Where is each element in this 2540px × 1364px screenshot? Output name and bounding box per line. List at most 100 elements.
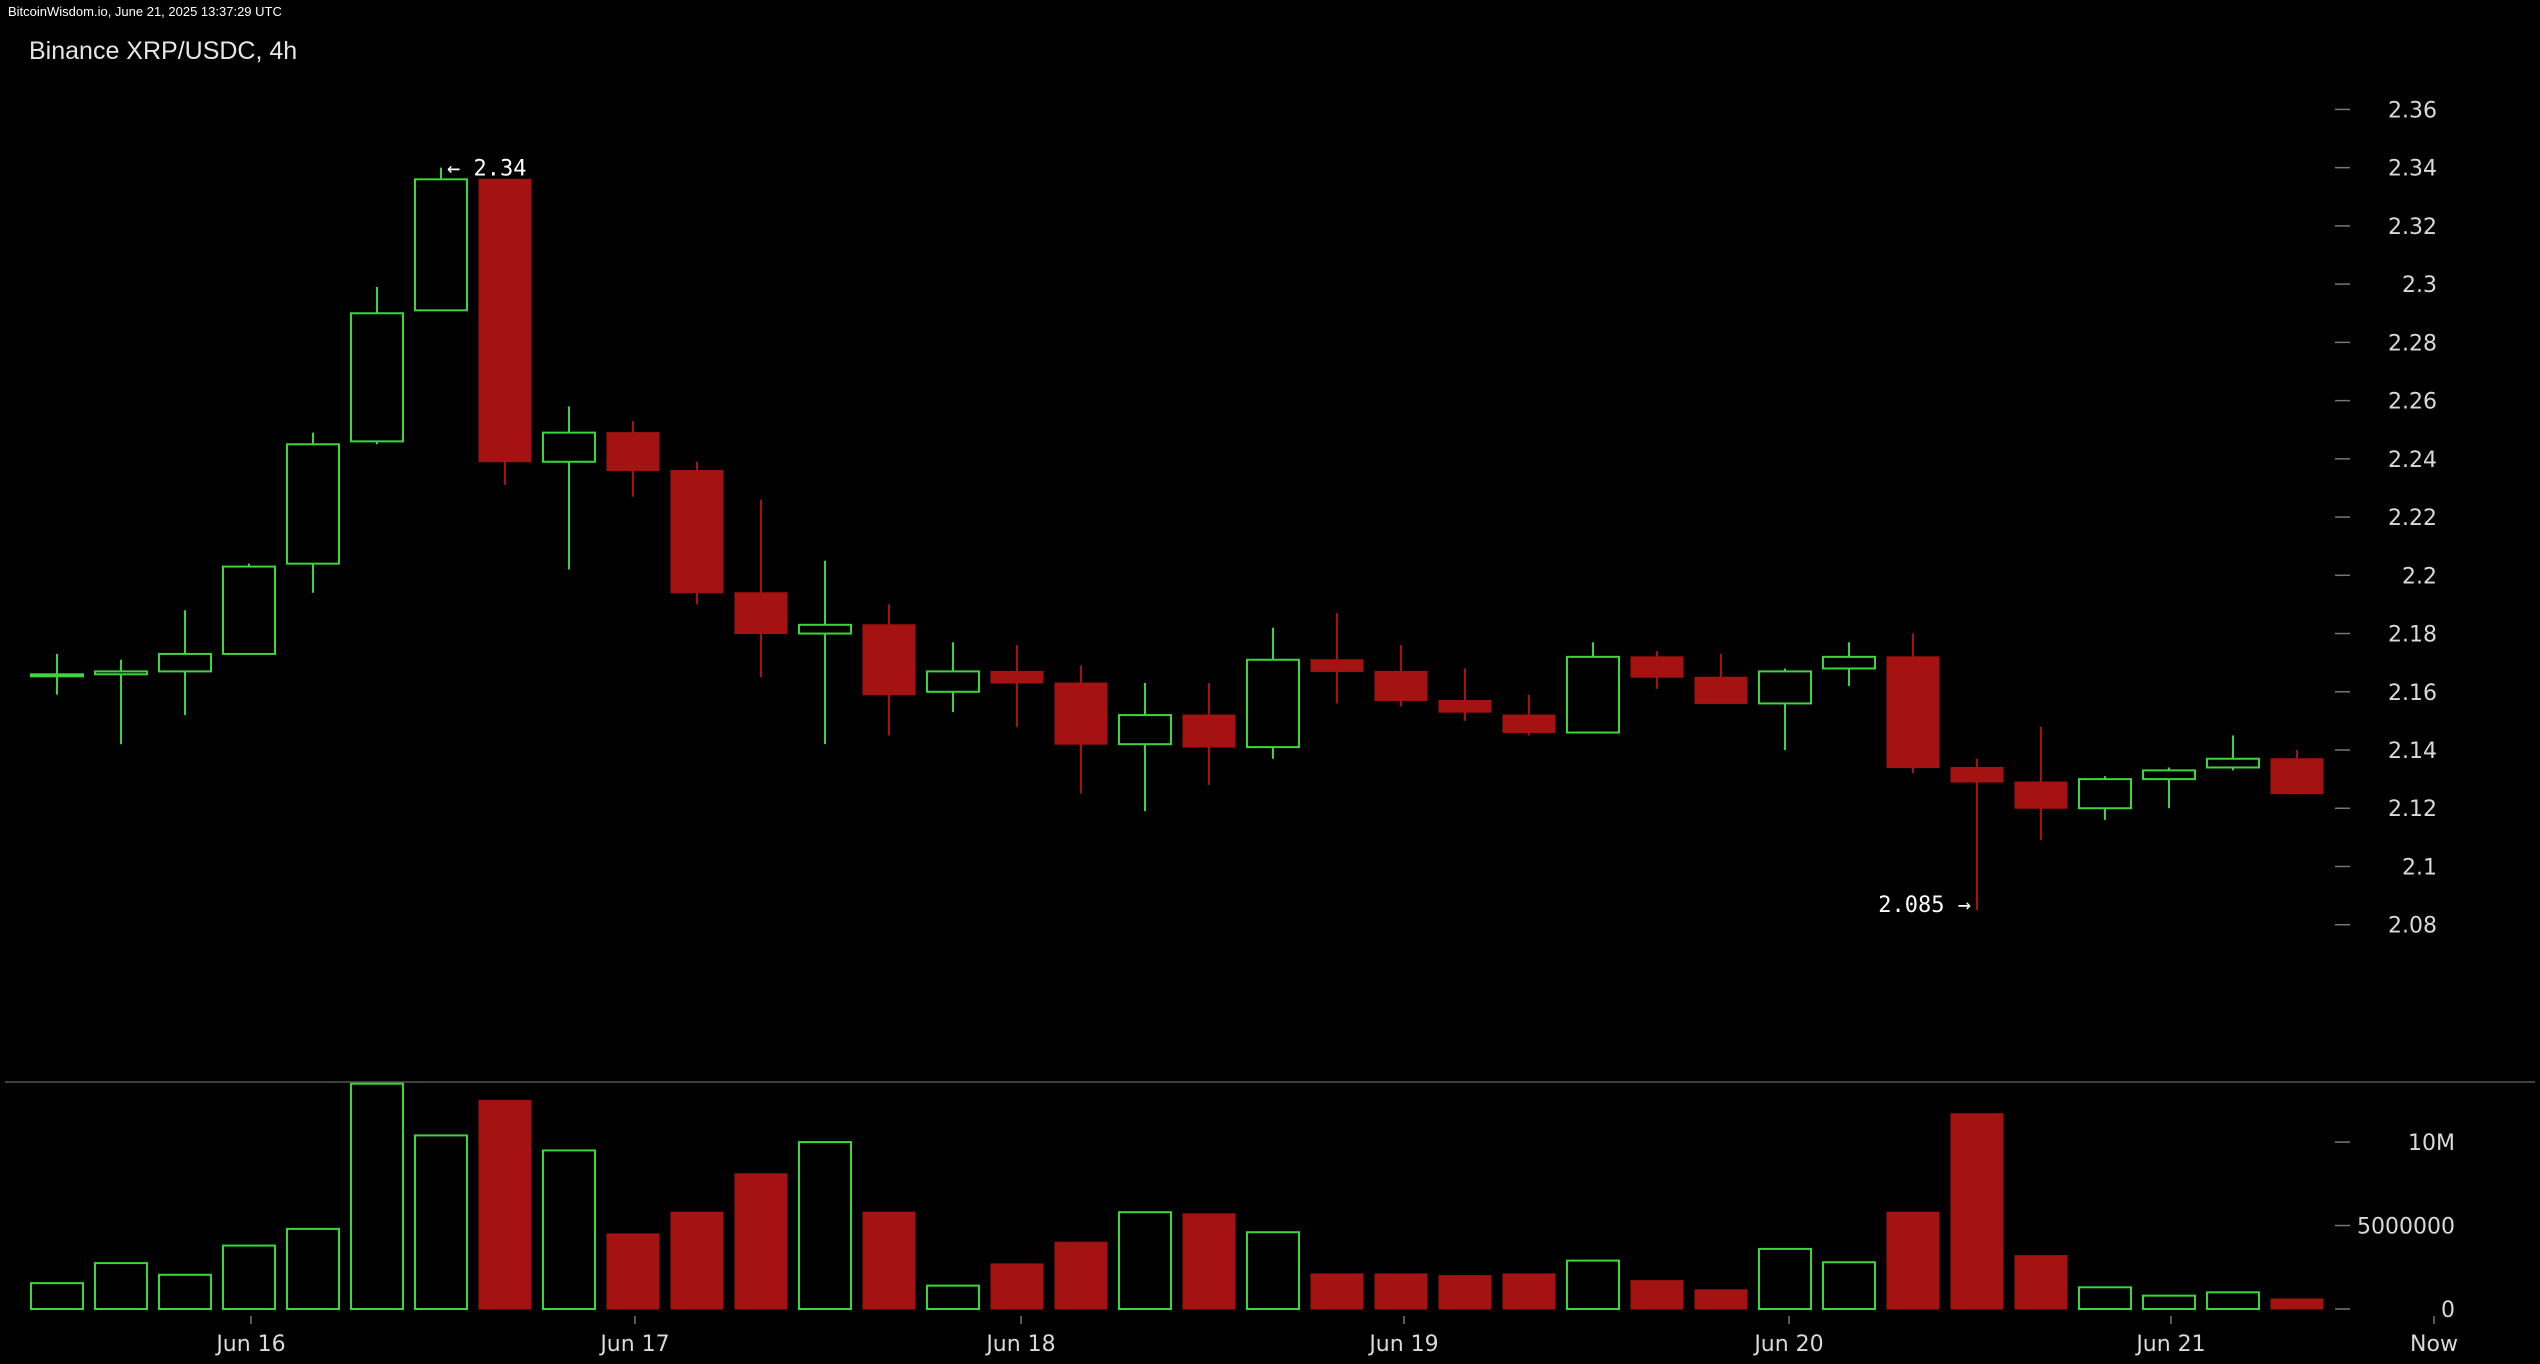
price-tick-label: 2.1 [2402, 855, 2437, 880]
candle-body-down [606, 432, 660, 471]
volume-tick-label: 5000000 [2357, 1215, 2455, 1240]
price-tick-label: 2.18 [2388, 623, 2437, 648]
price-tick-label: 2.22 [2388, 506, 2437, 531]
candle [798, 560, 852, 745]
candle-body-up [414, 178, 468, 312]
candle [1246, 627, 1300, 759]
candle-body-down [862, 624, 916, 696]
price-tick-label: 2.2 [2402, 564, 2437, 589]
time-axis: Jun 16 Jun 17 Jun 18 Jun 19 Jun 20 Jun 21 Now [214, 1316, 2458, 1357]
candle-body-up [30, 673, 84, 678]
candle [222, 563, 276, 655]
watermark-text: BitcoinWisdom.io, June 21, 2025 13:37:29… [8, 4, 282, 19]
low-annotation: 2.085 → [1878, 893, 1971, 918]
candle [926, 642, 980, 713]
volume-bar-up [30, 1282, 84, 1310]
price-tick-label: 2.08 [2388, 914, 2437, 939]
candle [1438, 668, 1492, 721]
volume-bar-up [2078, 1286, 2132, 1311]
candle [2014, 726, 2068, 841]
candle [350, 287, 404, 445]
candle [158, 610, 212, 716]
volume-bar-down [1182, 1213, 1236, 1310]
candle-body-up [1822, 655, 1876, 670]
candle-body-up [798, 623, 852, 635]
price-tick-label: 2.28 [2388, 331, 2437, 356]
candle-body-down [1374, 670, 1428, 702]
volume-bar-down [1054, 1241, 1108, 1310]
candle-body-up [2206, 757, 2260, 769]
candle [1182, 683, 1236, 785]
volume-bar-down [606, 1233, 660, 1310]
candle-body-down [1182, 714, 1236, 748]
candle [606, 420, 660, 497]
candle-body-down [1502, 714, 1556, 734]
volume-bar-down [1438, 1275, 1492, 1310]
volume-tick-label: 10M [2408, 1131, 2455, 1156]
candle [1630, 651, 1684, 689]
time-label: Jun 18 [984, 1332, 1055, 1357]
candle [286, 432, 340, 593]
candle-body-up [350, 312, 404, 443]
candle [414, 167, 468, 312]
time-label: Jun 17 [598, 1332, 669, 1357]
candle-body-up [222, 565, 276, 655]
volume-bar-down [1950, 1113, 2004, 1310]
volume-bars [30, 1082, 2324, 1311]
candle [30, 653, 84, 695]
candle [1758, 668, 1812, 751]
candle [1822, 642, 1876, 686]
candle-body-up [1758, 670, 1812, 705]
volume-bar-down [2270, 1298, 2324, 1310]
chart-title: Binance XRP/USDC, 4h [29, 37, 297, 65]
candle-body-up [94, 670, 148, 676]
candle [990, 645, 1044, 727]
candle-body-down [1694, 676, 1748, 704]
candle [1054, 665, 1108, 794]
volume-bar-up [1822, 1261, 1876, 1310]
time-label: Jun 16 [214, 1332, 285, 1357]
candle-body-down [1438, 700, 1492, 713]
candlestick-chart[interactable]: Binance XRP/USDC, 4h 2.36 2.34 2.32 2.3 2.28… [5, 24, 2535, 1360]
volume-bar-down [670, 1211, 724, 1310]
candle-body-up [2078, 778, 2132, 810]
time-label: Jun 20 [1752, 1332, 1823, 1357]
volume-bar-down [862, 1211, 916, 1310]
candle-body-up [926, 670, 980, 693]
candle-body-down [1054, 682, 1108, 745]
candle-body-down [670, 469, 724, 594]
volume-bar-up [2142, 1294, 2196, 1311]
candle-body-down [990, 670, 1044, 684]
candle [1566, 642, 1620, 734]
volume-bar-down [990, 1263, 1044, 1310]
volume-bar-up [542, 1149, 596, 1311]
time-label: Jun 19 [1367, 1332, 1438, 1357]
time-label: Jun 21 [2134, 1332, 2205, 1357]
volume-bar-down [1502, 1273, 1556, 1310]
volume-bar-down [1694, 1289, 1748, 1310]
candle [1950, 758, 2004, 911]
candle-body-up [1566, 655, 1620, 734]
price-tick-label: 2.14 [2388, 739, 2437, 764]
volume-axis: 10M 5000000 0 [2335, 1131, 2455, 1323]
candle [1374, 645, 1428, 707]
volume-bar-down [1374, 1273, 1428, 1310]
candle [670, 461, 724, 605]
candle-body-up [1118, 714, 1172, 746]
candle [2078, 776, 2132, 820]
price-tick-label: 2.36 [2388, 98, 2437, 123]
volume-bar-up [94, 1262, 148, 1310]
candle [2142, 767, 2196, 809]
volume-bar-up [1758, 1247, 1812, 1310]
volume-bar-up [414, 1134, 468, 1310]
candle [1502, 694, 1556, 736]
candle [2270, 750, 2324, 795]
annotations: ← 2.34 2.085 → [447, 157, 1971, 918]
volume-bar-up [1246, 1231, 1300, 1310]
price-tick-label: 2.12 [2388, 797, 2437, 822]
candle-body-down [2014, 781, 2068, 809]
price-tick-label: 2.34 [2388, 157, 2437, 182]
price-tick-label: 2.32 [2388, 215, 2437, 240]
volume-bar-up [1118, 1211, 1172, 1310]
candle-body-down [1310, 659, 1364, 672]
